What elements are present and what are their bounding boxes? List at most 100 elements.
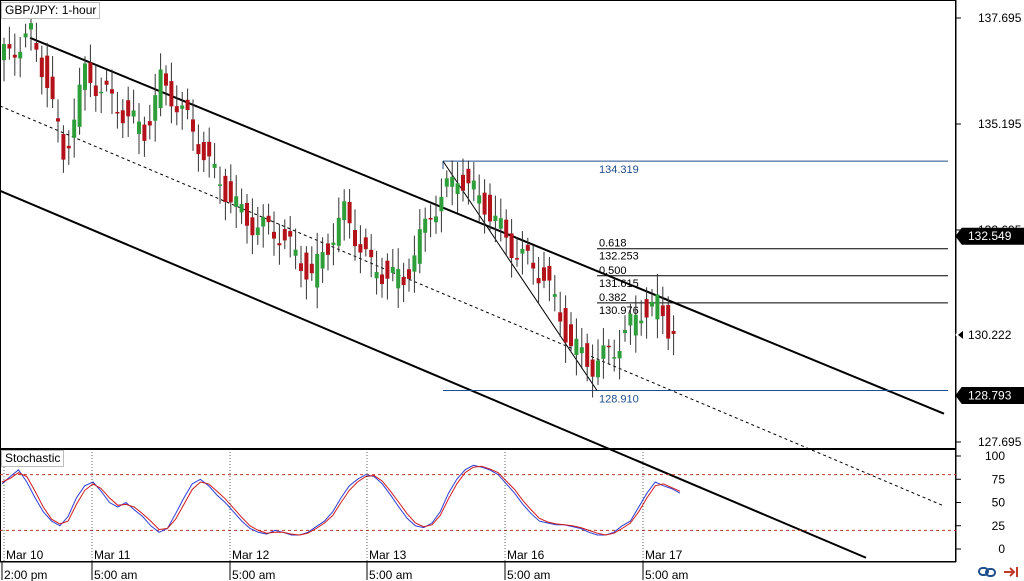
- candle: [606, 339, 611, 364]
- candle: [401, 262, 406, 303]
- candle: [288, 216, 293, 258]
- candle: [342, 189, 347, 241]
- candle-body: [574, 338, 579, 356]
- time-label: 5:00 am: [507, 568, 550, 581]
- candle: [180, 91, 185, 130]
- candle: [2, 37, 6, 82]
- price-tag: [955, 227, 1024, 245]
- exit-icon[interactable]: [1002, 565, 1020, 579]
- candle: [380, 257, 384, 298]
- candle: [12, 33, 17, 76]
- candle-body: [380, 274, 384, 284]
- candle: [493, 195, 498, 243]
- candle-body: [185, 99, 190, 111]
- candle: [617, 329, 622, 380]
- candle: [304, 246, 309, 300]
- candle: [412, 235, 417, 293]
- candle: [596, 339, 600, 385]
- time-label: 5:00 am: [645, 568, 688, 581]
- candle: [218, 166, 222, 204]
- candle-body: [504, 219, 509, 238]
- candle-body: [585, 343, 590, 367]
- candle: [131, 89, 136, 124]
- candle-body: [342, 201, 347, 221]
- candle-body: [315, 253, 320, 288]
- date-label: Mar 11: [94, 548, 131, 562]
- candle-body: [525, 244, 530, 251]
- candle: [309, 246, 314, 281]
- candle-body: [515, 258, 519, 260]
- candle-body: [239, 204, 244, 213]
- candle: [331, 223, 336, 266]
- candle: [444, 170, 449, 198]
- candle: [353, 209, 357, 261]
- candle-body: [110, 89, 114, 94]
- candle-body: [423, 218, 428, 233]
- date-label: Mar 10: [6, 548, 44, 562]
- candle-body: [639, 320, 644, 324]
- candle: [579, 327, 584, 369]
- candle-body: [191, 119, 195, 132]
- stochastic-plot-area: [0, 449, 956, 562]
- candle-body: [174, 106, 179, 113]
- candle: [245, 194, 249, 244]
- stochastic-tick-label: 75: [992, 472, 1006, 486]
- candle: [315, 232, 320, 309]
- candle-body: [363, 237, 368, 250]
- candle-body: [255, 227, 260, 236]
- candle: [347, 189, 352, 239]
- candle-body: [444, 178, 449, 187]
- date-label: Mar 12: [232, 548, 270, 562]
- price-tick-label: 127.695: [978, 435, 1022, 449]
- candle-body: [336, 217, 341, 246]
- candle: [120, 99, 125, 139]
- candle-body: [434, 216, 438, 223]
- candle: [158, 53, 163, 117]
- candle: [363, 228, 368, 257]
- candle: [671, 315, 676, 356]
- candle: [185, 88, 190, 120]
- link-icon[interactable]: [978, 565, 996, 579]
- candle-body: [666, 305, 671, 339]
- candle-body: [601, 345, 606, 359]
- candle: [590, 344, 595, 398]
- candle: [104, 70, 109, 92]
- candle-body: [272, 231, 276, 239]
- candle-body: [542, 267, 546, 281]
- candle: [83, 56, 87, 111]
- candle-body: [288, 231, 293, 237]
- candle: [207, 127, 212, 178]
- candle-body: [353, 229, 357, 247]
- candle: [77, 67, 82, 135]
- candle: [428, 204, 433, 238]
- candle-body: [590, 359, 595, 377]
- candle: [326, 233, 330, 271]
- candle-body: [228, 181, 233, 203]
- candle-body: [218, 184, 222, 186]
- candle-body: [655, 294, 660, 320]
- candle-body: [401, 276, 406, 286]
- candle-body: [61, 134, 66, 160]
- candle: [272, 211, 276, 256]
- candle: [7, 26, 12, 60]
- candle: [660, 286, 665, 335]
- candle: [45, 42, 50, 108]
- fib-ratio-label: 0.382: [599, 292, 627, 304]
- candle: [585, 333, 590, 382]
- candle-body: [164, 73, 168, 86]
- candle: [434, 195, 438, 234]
- price-tick-label: 137.695: [978, 11, 1022, 25]
- candle: [61, 125, 66, 173]
- candle: [39, 45, 44, 95]
- fib-level-label: 130.976: [599, 305, 639, 317]
- price-tag: [955, 326, 1024, 344]
- candle: [255, 206, 260, 245]
- candle-body: [153, 95, 158, 121]
- price-tag: [955, 386, 1024, 404]
- candle-body: [34, 43, 39, 50]
- candle-body: [169, 81, 174, 107]
- candle-body: [196, 144, 201, 155]
- indicator-title: Stochastic: [1, 450, 65, 467]
- candle: [612, 339, 617, 372]
